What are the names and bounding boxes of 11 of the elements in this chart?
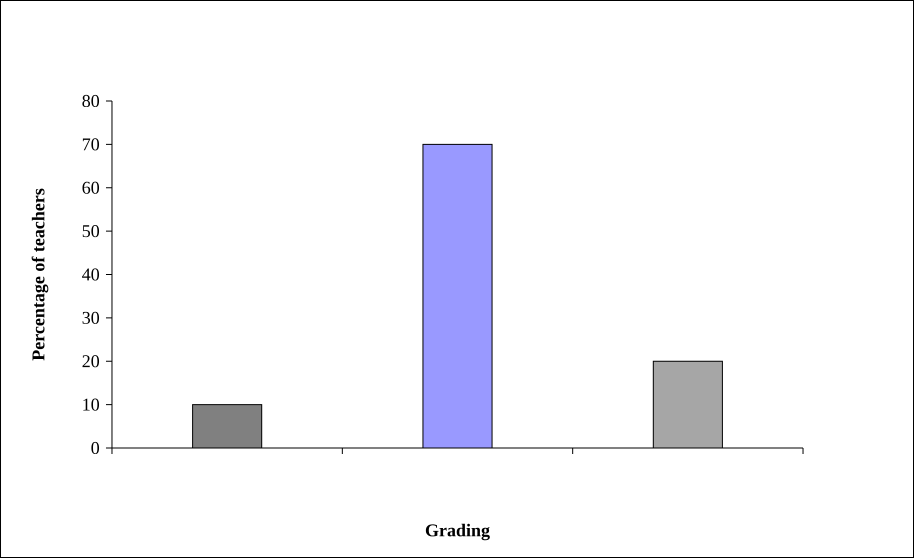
y-tick-label: 10 <box>83 398 100 411</box>
y-tick-label: 80 <box>82 94 100 108</box>
x-axis-title: Grading <box>426 524 490 540</box>
y-axis-title: Percentage of teachers <box>32 188 48 360</box>
y-tick-label: 30 <box>82 312 100 324</box>
y-tick-label: 60 <box>82 182 100 194</box>
y-tick-label: 40 <box>82 268 100 281</box>
y-tick-label: 70 <box>82 138 100 150</box>
y-tick-label: 50 <box>82 225 100 238</box>
y-tick-label: 20 <box>82 355 100 368</box>
y-tick-label: 0 <box>91 442 100 454</box>
